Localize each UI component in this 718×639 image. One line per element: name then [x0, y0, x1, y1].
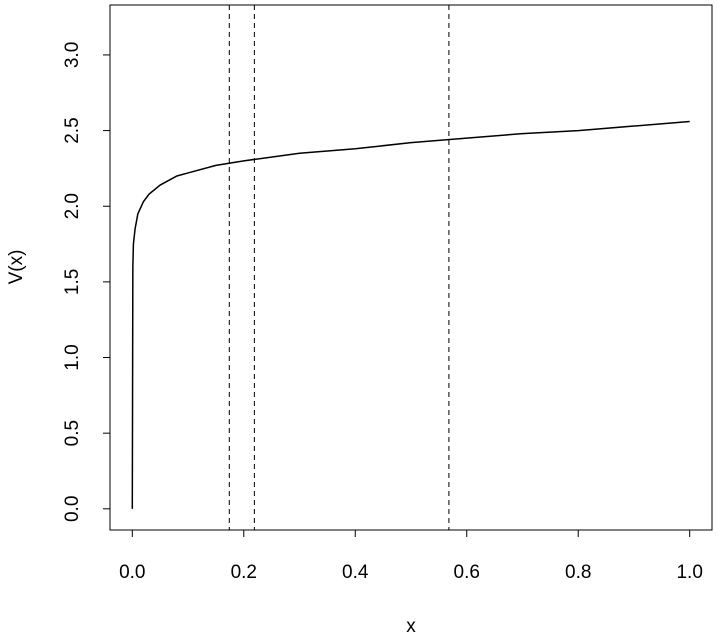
plot-box	[109, 4, 713, 531]
x-tick-label: 0.4	[342, 562, 369, 583]
y-tick-label: 3.0	[62, 42, 83, 68]
x-tick-label: 0.0	[119, 562, 145, 583]
x-tick-label: 0.2	[231, 562, 257, 583]
y-tick-label: 1.5	[62, 269, 83, 295]
x-tick-label: 1.0	[676, 562, 702, 583]
x-tick-label: 0.6	[454, 562, 480, 583]
y-tick-label: 2.0	[62, 193, 83, 219]
x-tick-label: 0.8	[565, 562, 591, 583]
curve	[131, 120, 690, 509]
y-tick-label: 0.0	[62, 496, 83, 522]
y-tick-label: 1.0	[62, 344, 83, 370]
x-axis-title: x	[406, 616, 416, 637]
y-tick-label: 2.5	[62, 117, 83, 143]
y-tick-label: 0.5	[62, 420, 83, 446]
y-axis-title: V(x)	[6, 250, 27, 285]
